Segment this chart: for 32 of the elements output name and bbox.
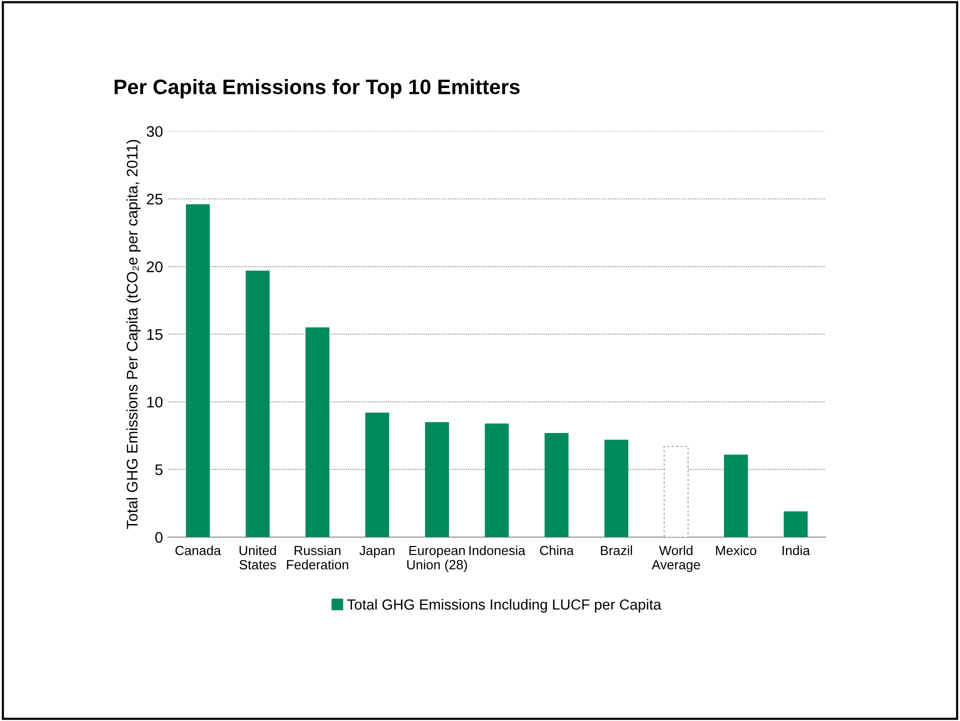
y-tick-label: 10	[147, 396, 163, 408]
x-tick-label: Indonesia	[469, 545, 526, 556]
x-tick-label: China	[540, 545, 574, 556]
bar	[544, 432, 569, 538]
bar	[186, 204, 210, 538]
y-tick-label: 0	[155, 532, 163, 543]
x-tick-label: India	[782, 545, 810, 556]
x-tick-label: Mexico	[716, 545, 756, 556]
bar	[604, 440, 628, 538]
bar	[784, 511, 808, 538]
bar	[484, 423, 509, 538]
y-tick-label: 25	[146, 194, 162, 205]
x-tick-label: Brazil	[600, 545, 632, 556]
x-tick-label: European Union (28)	[407, 546, 468, 572]
x-tick-label: United States	[240, 545, 276, 570]
y-tick-label: 15	[147, 329, 162, 340]
bar	[664, 446, 689, 538]
y-tick-label: 20	[146, 261, 163, 272]
chart-title: Per Capita Emissions for Top 10 Emitters	[114, 78, 520, 98]
bar	[365, 412, 390, 538]
bar	[246, 270, 270, 538]
bar	[306, 327, 330, 538]
bar	[724, 454, 748, 538]
x-tick-label: Japan	[359, 546, 394, 558]
y-tick-label: 5	[155, 464, 162, 476]
y-tick-label: 30	[146, 126, 163, 137]
y-axis-title: Total GHG Emissions Per Capita (tCO₂e per capita, 2011)	[126, 140, 141, 529]
x-tick-label: World Average	[652, 545, 700, 572]
bar	[425, 422, 449, 538]
x-tick-label: Russian Federation	[287, 545, 348, 570]
x-tick-label: Canada	[175, 545, 221, 556]
legend-label: Total GHG Emissions Including LUCF per Capita	[347, 598, 662, 613]
